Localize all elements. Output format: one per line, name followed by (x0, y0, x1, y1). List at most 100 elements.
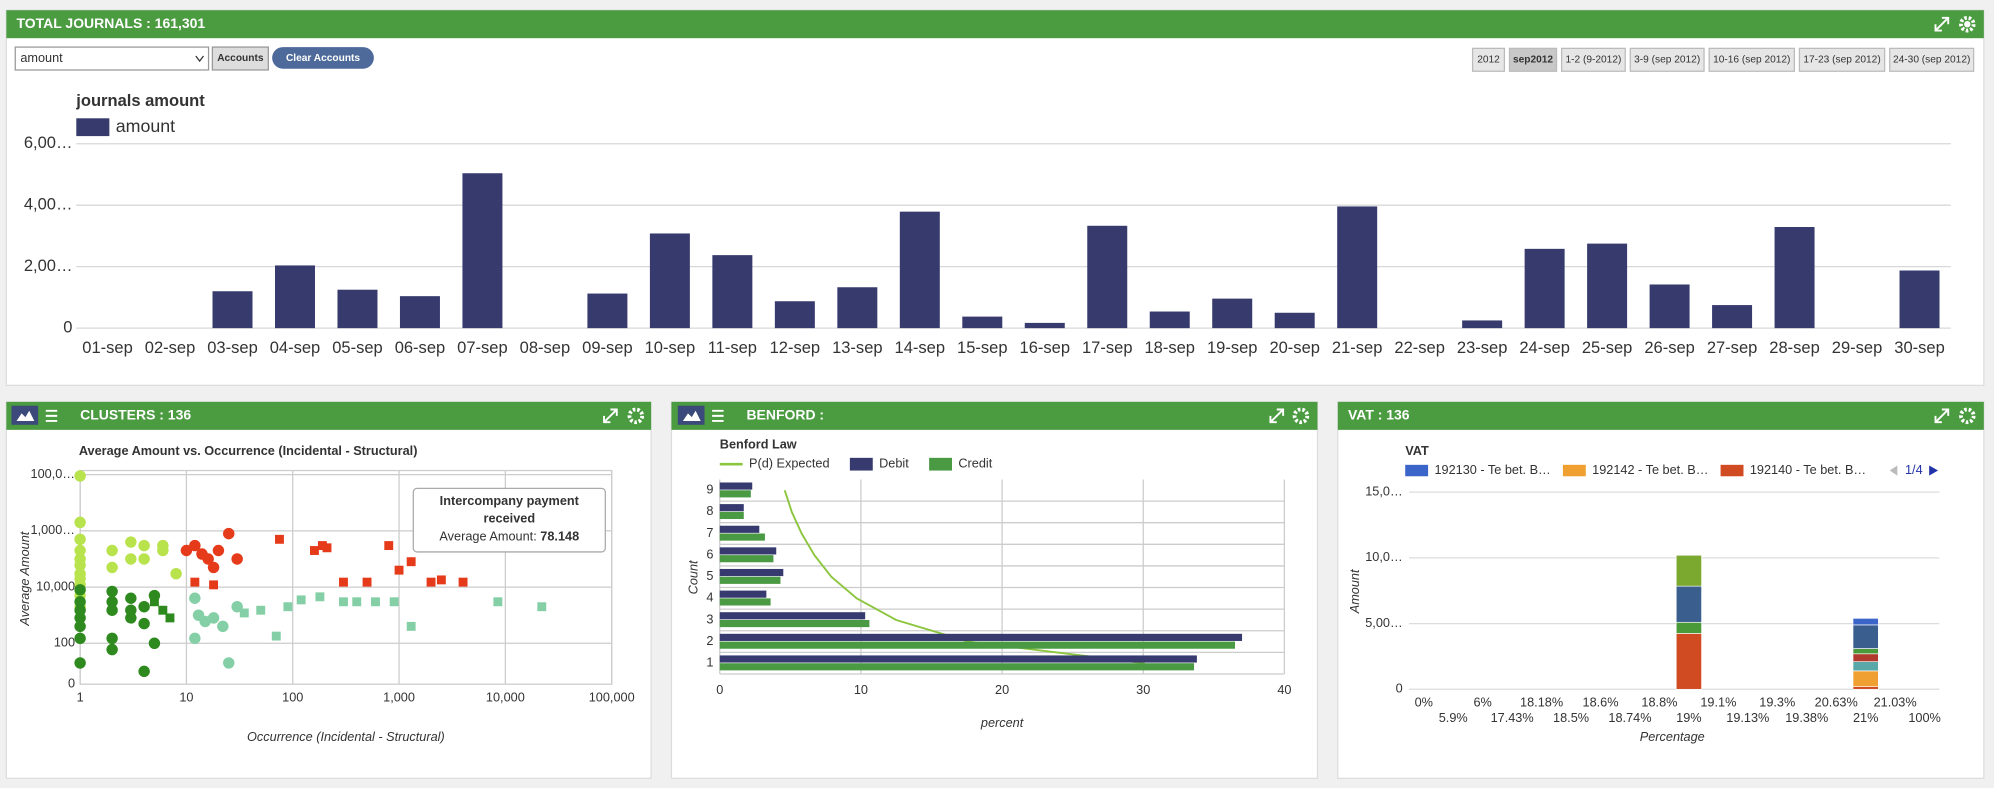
bar-segment (1852, 653, 1879, 663)
y-tick-label: 1,000… (31, 522, 76, 537)
x-tick-label: 25-sep (1582, 338, 1633, 357)
clear-accounts-button[interactable] (272, 47, 374, 69)
bar (719, 490, 751, 498)
point (209, 580, 219, 590)
bar (1462, 320, 1503, 329)
view-toggle[interactable] (11, 405, 724, 425)
accounts-button[interactable] (211, 46, 269, 71)
point (138, 539, 150, 552)
point (231, 553, 243, 565)
point (74, 584, 86, 596)
bar-segment (1852, 686, 1879, 690)
point (537, 602, 547, 612)
point (74, 533, 86, 546)
point (165, 613, 175, 623)
bar (1712, 305, 1753, 329)
point (170, 567, 182, 580)
bar (712, 255, 753, 329)
x-tick-label: 24-sep (1519, 338, 1570, 357)
x-tick-label: 40 (1277, 682, 1291, 697)
point (394, 565, 404, 575)
point (74, 516, 86, 529)
settings-icon[interactable] (1959, 15, 1976, 33)
period-label: 24-30 (sep 2012) (1893, 54, 1970, 65)
bar-segment (1675, 585, 1702, 623)
point (106, 561, 118, 574)
legend-label: Credit (958, 456, 992, 471)
x-tick-label: 04-sep (270, 338, 321, 357)
point (493, 597, 503, 607)
x-tick-label: 21.03% (1874, 695, 1917, 710)
period-button[interactable] (1889, 47, 1975, 72)
point (158, 605, 168, 615)
bar (719, 590, 767, 598)
select[interactable] (14, 46, 210, 71)
expand-icon[interactable] (1934, 16, 1950, 32)
x-tick-label: 19.3% (1759, 695, 1795, 710)
bar (719, 533, 765, 541)
point (190, 577, 200, 587)
x-tick-label: 30-sep (1894, 338, 1945, 357)
point (125, 536, 137, 548)
button-label: Accounts (217, 53, 264, 64)
y-tick-label: 4,00… (24, 195, 73, 214)
y-tick-label: 6 (706, 546, 713, 561)
x-tick-label: 10 (854, 682, 868, 697)
legend-label: 192130 - Te bet. B… (1434, 462, 1550, 477)
x-tick-label: 16-sep (1020, 338, 1071, 357)
x-tick-label: 6% (1473, 695, 1491, 710)
bar (719, 555, 774, 563)
point (426, 577, 436, 587)
legend-prev[interactable] (1889, 465, 1898, 476)
legend-label: P(d) Expected (749, 456, 830, 471)
bar (719, 641, 1235, 649)
legend-next[interactable] (1929, 465, 1939, 476)
legend-swatch (76, 118, 110, 137)
point (309, 546, 319, 555)
period-button[interactable] (1471, 47, 1506, 72)
x-tick-label: 18-sep (1144, 338, 1195, 357)
point (207, 612, 220, 624)
legend-swatch (1720, 464, 1744, 477)
point (389, 597, 399, 607)
period-button[interactable] (1629, 47, 1705, 72)
x-tick-label: 19% (1676, 710, 1701, 725)
x-tick-label: 10,000 (486, 690, 525, 705)
x-tick-label: 27-sep (1707, 338, 1758, 357)
tooltip-label: Average Amount: (439, 530, 537, 545)
x-tick-label: 100 (282, 690, 303, 705)
x-tick-label: 1,000 (383, 690, 415, 705)
panel-title: CLUSTERS : 136 (80, 407, 191, 423)
legend-swatch (1405, 464, 1429, 477)
bar (1087, 225, 1128, 329)
legend-swatch (849, 457, 873, 471)
y-tick-label: 0 (68, 676, 75, 691)
bar (337, 289, 378, 329)
x-tick-label: 18.18% (1520, 695, 1563, 710)
period-button[interactable] (1508, 47, 1558, 72)
period-button[interactable] (1798, 47, 1886, 72)
x-tick-label: 21-sep (1332, 338, 1383, 357)
y-tick-label: 10,000 (36, 578, 75, 593)
point (157, 539, 169, 552)
settings-icon[interactable] (627, 407, 1976, 425)
point (138, 665, 150, 678)
y-tick-label: 2,00… (24, 256, 73, 275)
point (207, 561, 220, 574)
y-tick-label: 7 (706, 525, 713, 540)
legend-label: Debit (879, 456, 909, 471)
point (106, 596, 118, 608)
bar-segment (1852, 648, 1879, 655)
x-tick-label: 05-sep (332, 338, 382, 357)
expand-icon[interactable] (603, 408, 1950, 424)
point (74, 596, 86, 608)
bar (719, 633, 1243, 641)
period-button[interactable] (1560, 47, 1626, 72)
period-button[interactable] (1708, 47, 1795, 72)
bar-segment (1675, 554, 1702, 587)
point (271, 631, 281, 641)
x-tick-label: 19-sep (1207, 338, 1257, 357)
x-tick-label: 30 (1136, 682, 1150, 697)
point (212, 544, 225, 557)
select-arrow (195, 55, 204, 63)
